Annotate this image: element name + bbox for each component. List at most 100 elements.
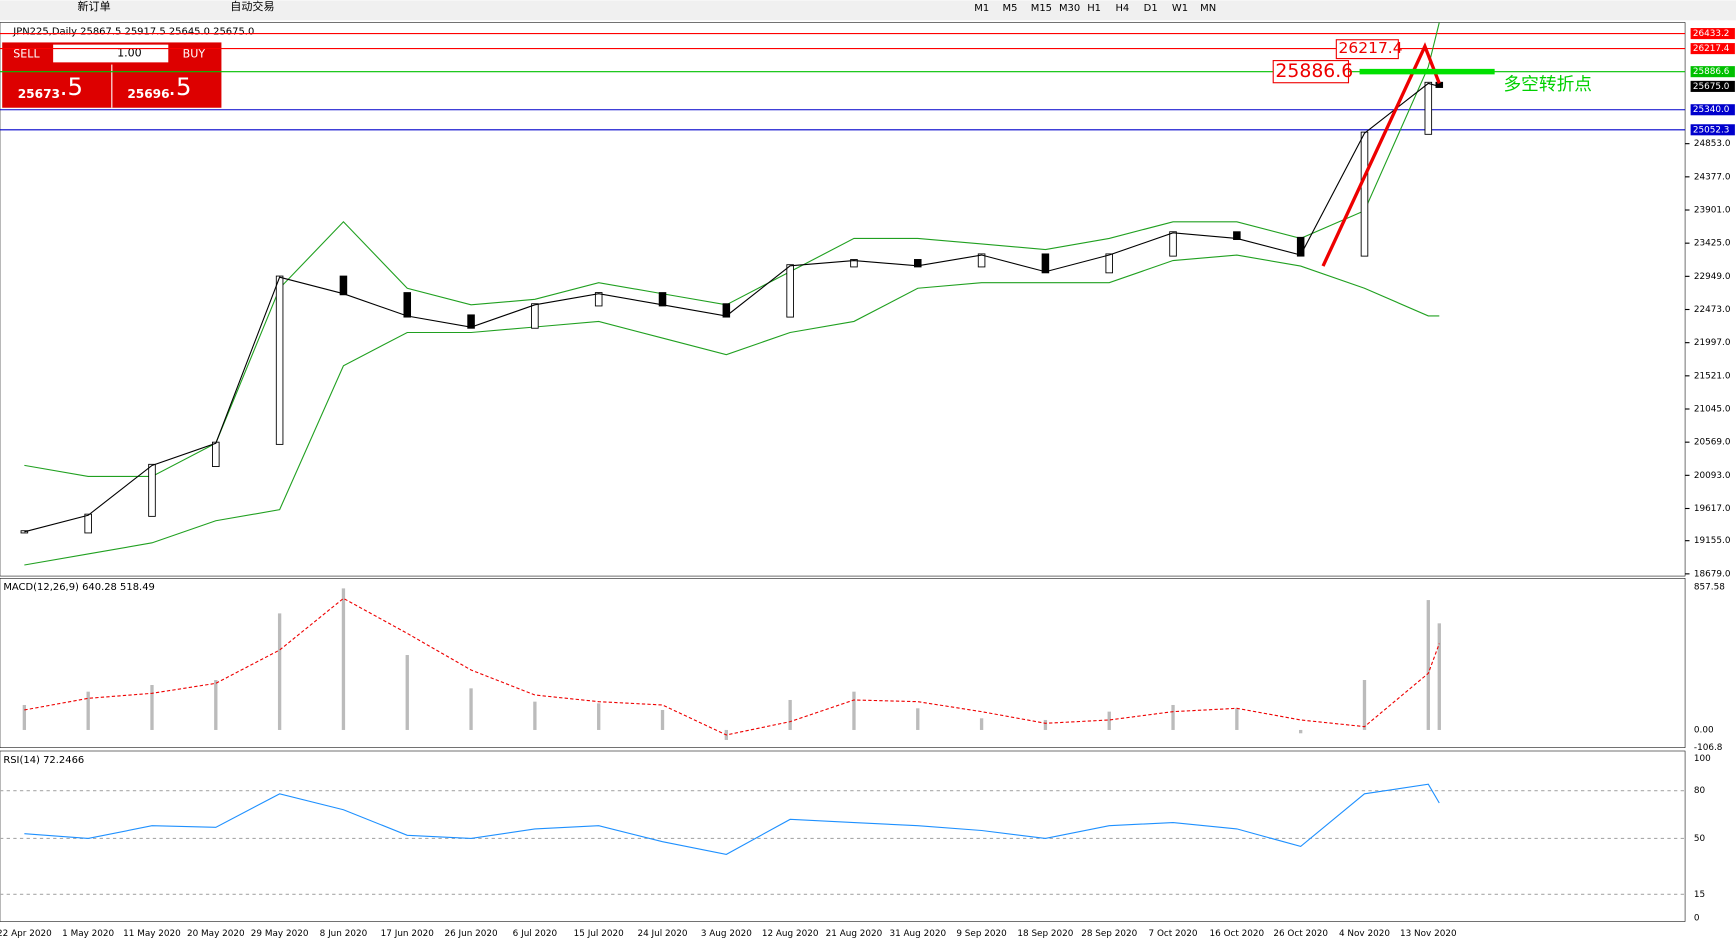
timeframe-button[interactable]: M1 — [974, 3, 989, 14]
macd-bar — [405, 655, 409, 730]
bid[interactable]: 25673 — [18, 87, 60, 101]
candle — [148, 463, 156, 517]
macd-bar — [1043, 719, 1048, 730]
rsi-tick-label: 15 — [1694, 890, 1705, 900]
candle — [84, 513, 92, 534]
timeframe-button[interactable]: H4 — [1115, 3, 1129, 14]
macd-bar — [852, 691, 856, 730]
date-label: 31 Aug 2020 — [889, 929, 946, 939]
candle — [531, 303, 539, 329]
candle — [658, 292, 667, 307]
date-label: 22 Apr 2020 — [0, 929, 52, 939]
date-label: 3 Aug 2020 — [701, 929, 752, 939]
auto-trading-button[interactable]: 自动交易 — [230, 0, 274, 13]
rsi-tick-label: 80 — [1694, 786, 1706, 796]
macd-label: MACD(12,26,9) 640.28 518.49 — [3, 582, 155, 593]
bollinger-upper — [24, 22, 1440, 478]
timeframe-button[interactable]: H1 — [1087, 3, 1101, 14]
macd-bar — [277, 613, 282, 730]
level-label: 26217.4 — [1693, 44, 1730, 54]
macd-bar — [22, 704, 27, 730]
candle — [403, 292, 412, 318]
macd-bar — [150, 684, 154, 730]
toolbar — [0, 0, 1736, 21]
date-label: 13 Nov 2020 — [1400, 929, 1457, 939]
trade-panel: SELL BUY 1.00 25673 .5 25696 .5 — [2, 42, 222, 108]
macd-bar — [916, 708, 920, 730]
candle — [850, 259, 858, 268]
date-label: 1 May 2020 — [62, 929, 114, 939]
rsi-tick-label: 0 — [1694, 914, 1700, 924]
macd-bar — [1362, 680, 1367, 730]
date-label: 4 Nov 2020 — [1339, 929, 1390, 939]
date-label: 16 Oct 2020 — [1210, 929, 1265, 939]
rsi-panel — [0, 750, 1686, 922]
macd-signal — [24, 597, 1440, 736]
level-box — [1690, 66, 1735, 78]
macd-bar — [979, 718, 984, 730]
level-box — [1690, 28, 1735, 40]
macd-bar — [597, 703, 601, 730]
date-label: 15 Jul 2020 — [574, 929, 624, 939]
price-tick-label: 20569.0 — [1694, 438, 1731, 448]
date-label: 26 Jun 2020 — [444, 929, 498, 939]
macd-bar — [533, 701, 537, 730]
macd-bar — [86, 691, 90, 730]
candle — [1169, 231, 1177, 257]
price-tick-label: 21997.0 — [1694, 338, 1731, 348]
level-label: 26433.2 — [1693, 29, 1730, 39]
candle — [1041, 253, 1050, 274]
price-tick-label: 21045.0 — [1694, 405, 1731, 415]
price-tick-label: 20093.0 — [1694, 471, 1731, 481]
rsi-tick-label: 50 — [1694, 834, 1706, 844]
price-tick-label: 19617.0 — [1694, 504, 1731, 514]
candle — [914, 259, 922, 268]
price-tick-label: 21521.0 — [1694, 371, 1731, 381]
candle — [1233, 231, 1241, 240]
candle — [1424, 81, 1433, 135]
annot-high: 26217.4 — [1339, 39, 1403, 57]
rsi-line — [24, 783, 1440, 855]
candle — [275, 275, 284, 445]
macd-bar — [469, 688, 473, 730]
date-label: 17 Jun 2020 — [381, 929, 435, 939]
date-label: 8 Jun 2020 — [320, 929, 368, 939]
price-tick-label: 22473.0 — [1694, 305, 1731, 315]
level-label: 25340.0 — [1693, 105, 1730, 115]
buy-button[interactable]: BUY — [183, 48, 206, 61]
ask-frac: .5 — [168, 72, 191, 101]
level-box — [1690, 80, 1735, 92]
candle — [594, 292, 603, 307]
macd-bar — [1437, 623, 1441, 730]
new-order-button[interactable]: 新订单 — [78, 0, 111, 13]
price-panel — [0, 22, 1686, 577]
timeframe-button[interactable]: W1 — [1172, 3, 1188, 14]
volume[interactable]: 1.00 — [117, 47, 142, 60]
timeframe-button[interactable]: M30 — [1059, 3, 1080, 14]
price-tick-label: 24853.0 — [1694, 139, 1731, 149]
date-label: 28 Sep 2020 — [1081, 929, 1137, 939]
annot-box — [1272, 60, 1350, 84]
timeframe-button[interactable]: M5 — [1003, 3, 1018, 14]
date-label: 29 May 2020 — [251, 929, 309, 939]
macd-tick-label: 857.58 — [1694, 583, 1725, 593]
date-label: 18 Sep 2020 — [1017, 929, 1073, 939]
rsi-tick-label: 100 — [1694, 754, 1711, 764]
date-label: 24 Jul 2020 — [637, 929, 687, 939]
price-tick-label: 19155.0 — [1694, 536, 1731, 546]
macd-bar — [788, 699, 792, 730]
price-tick-label: 23901.0 — [1694, 206, 1731, 216]
macd-bar — [341, 588, 346, 730]
macd-bar — [660, 709, 665, 730]
ask[interactable]: 25696 — [127, 87, 169, 101]
date-label: 7 Oct 2020 — [1149, 929, 1198, 939]
timeframe-button[interactable]: D1 — [1144, 3, 1158, 14]
sell-button[interactable]: SELL — [13, 48, 40, 61]
candle — [212, 441, 220, 467]
timeframe-button[interactable]: MN — [1200, 3, 1216, 14]
timeframe-button[interactable]: M15 — [1031, 3, 1052, 14]
volume-box[interactable] — [53, 44, 169, 63]
price-tick-label: 22949.0 — [1694, 272, 1731, 282]
close-line — [24, 82, 1440, 533]
